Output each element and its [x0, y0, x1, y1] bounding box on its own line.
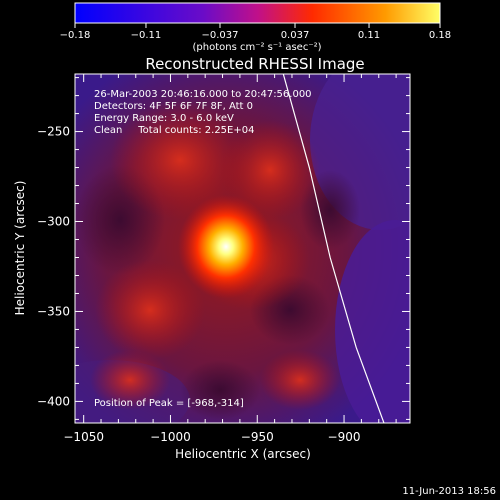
annotation-clean: Clean Total counts: 2.25E+04: [94, 125, 254, 136]
colorbar-tick-label: −0.037: [201, 30, 238, 41]
y-tick-label: −300: [37, 215, 70, 229]
y-tick-label: −400: [37, 394, 70, 408]
x-tick-label: −900: [328, 430, 361, 444]
colorbar-tick-label: 0.18: [429, 30, 451, 41]
y-axis-label: Heliocentric Y (arcsec): [13, 181, 27, 316]
x-axis-ticks: −1050 −1000 −950 −900: [63, 74, 397, 444]
heatmap-image: [75, 74, 410, 423]
footer-date: 11-Jun-2013 18:56: [402, 486, 496, 497]
x-tick-label: −950: [241, 430, 274, 444]
y-axis-ticks: −250 −300 −350 −400: [37, 77, 410, 420]
x-tick-label: −1000: [150, 430, 191, 444]
solar-limb-line: [282, 74, 385, 423]
chart-title: Reconstructed RHESSI Image: [145, 55, 364, 73]
x-tick-label: −1050: [63, 430, 104, 444]
colorbar-tick-label: −0.18: [60, 30, 91, 41]
annotation-energy: Energy Range: 3.0 - 6.0 keV: [94, 113, 234, 124]
colorbar-ticks: −0.18 −0.11 −0.037 0.037 0.11 0.18: [60, 23, 451, 41]
peak-source: [178, 194, 275, 299]
y-tick-label: −250: [37, 125, 70, 139]
x-axis-label: Heliocentric X (arcsec): [175, 447, 311, 461]
colorbar-units-label: (photons cm⁻² s⁻¹ asec⁻²): [192, 42, 321, 53]
colorbar-tick-label: 0.11: [358, 30, 380, 41]
colorbar: [74, 2, 441, 24]
annotation-detectors: Detectors: 4F 5F 6F 7F 8F, Att 0: [94, 101, 253, 112]
colorbar-tick-label: −0.11: [131, 30, 162, 41]
y-tick-label: −350: [37, 304, 70, 318]
plot-frame: [74, 73, 411, 424]
annotation-time: 26-Mar-2003 20:46:16.000 to 20:47:56.000: [94, 89, 312, 100]
annotation-peak-position: Position of Peak = [-968,-314]: [94, 398, 244, 409]
colorbar-tick-label: 0.037: [281, 30, 310, 41]
